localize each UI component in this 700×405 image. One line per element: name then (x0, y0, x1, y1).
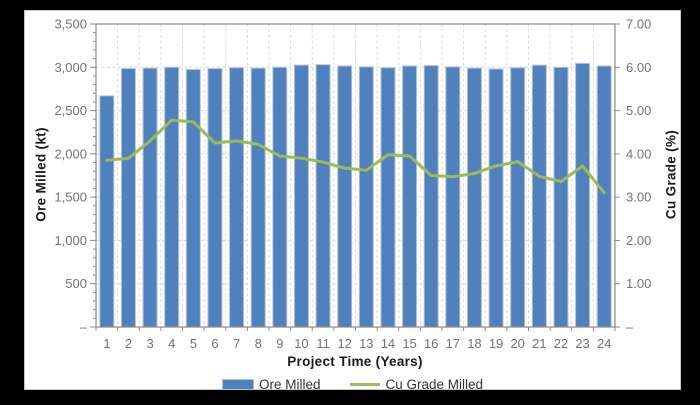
bar-year-13 (358, 66, 374, 328)
bar-year-10 (293, 64, 309, 328)
x-tick-label: 10 (294, 336, 308, 351)
left-tick-label: 1,000 (54, 233, 87, 248)
x-tick-label: 18 (467, 336, 481, 351)
right-tick-label: 4.00 (626, 146, 651, 161)
bar-year-1 (99, 95, 115, 328)
line-series (105, 118, 606, 195)
chart-svg: – 500 1,000 1,500 2,000 2,500 3,000 3,500 – 1.00 2… (54, 17, 651, 352)
left-tick-label: 3,000 (54, 60, 87, 75)
x-axis-title: Project Time (Years) (287, 354, 423, 369)
right-tick-label: 2.00 (626, 233, 651, 248)
right-tick-label: 1.00 (626, 276, 651, 291)
bar-year-21 (531, 64, 547, 328)
x-tick-label: 17 (446, 336, 460, 351)
x-tick-label: 14 (381, 336, 395, 351)
right-tick-labels: – 1.00 2.00 3.00 4.00 5.00 6.00 7.00 (626, 17, 651, 335)
right-tick-label: 7.00 (626, 17, 651, 32)
x-tick-label: 13 (359, 336, 373, 351)
axes (90, 23, 620, 331)
x-tick-label: 15 (402, 336, 416, 351)
legend-item-cu-grade: Cu Grade Milled (350, 377, 483, 392)
x-tick-label: 9 (276, 336, 283, 351)
legend-label-cu-grade: Cu Grade Milled (385, 376, 484, 392)
bars (99, 62, 612, 328)
bar-year-15 (402, 65, 418, 328)
left-tick-label: – (80, 320, 88, 335)
bar-year-7 (229, 67, 245, 328)
bar-year-22 (553, 66, 569, 328)
bar-year-16 (423, 65, 439, 328)
bar-year-8 (250, 67, 266, 328)
bar-year-19 (488, 68, 504, 328)
x-tick-label: 1 (103, 336, 110, 351)
x-tick-label: 6 (211, 336, 218, 351)
x-tick-label: 24 (597, 336, 611, 351)
x-tick-label: 22 (554, 336, 568, 351)
left-tick-label: 3,500 (54, 17, 87, 32)
bar-year-20 (510, 67, 526, 328)
grade-line (105, 118, 606, 195)
bar-year-24 (596, 65, 612, 328)
left-tick-label: 2,000 (54, 146, 87, 161)
bar-year-6 (207, 68, 223, 328)
x-tick-label: 8 (255, 336, 262, 351)
x-tick-label: 3 (146, 336, 153, 351)
x-tick-labels: 1 2 3 4 5 6 7 8 9 10 11 12 13 14 15 16 17 18 19 20 21 22 23 24 (103, 336, 611, 351)
x-tick-label: 4 (168, 336, 175, 351)
left-tick-label: 2,500 (54, 103, 87, 118)
left-tick-label: 1,500 (54, 190, 87, 205)
bar-series-swatch (221, 378, 254, 390)
left-tick-labels: – 500 1,000 1,500 2,000 2,500 3,000 3,500 (54, 17, 87, 335)
bar-year-12 (337, 65, 353, 328)
legend: Ore Milled Cu Grade Milled (25, 374, 680, 394)
chart-panel: – 500 1,000 1,500 2,000 2,500 3,000 3,500 – 1.00 2… (24, 10, 681, 392)
legend-item-ore-milled: Ore Milled (221, 376, 321, 392)
bar-year-14 (380, 67, 396, 328)
right-tick-label: 6.00 (626, 60, 651, 75)
bar-year-4 (164, 66, 180, 328)
x-tick-label: 11 (316, 336, 330, 351)
left-axis-title: Ore Milled (kt) (33, 127, 49, 222)
right-tick-label: 5.00 (626, 103, 651, 118)
x-tick-label: 21 (532, 336, 546, 351)
x-tick-label: 20 (510, 336, 524, 351)
line-series-swatch (350, 382, 381, 386)
x-tick-label: 16 (424, 336, 438, 351)
bar-year-3 (142, 67, 158, 328)
x-tick-label: 12 (337, 336, 351, 351)
right-axis-title: Cu Grade (%) (663, 129, 679, 220)
bar-year-9 (272, 66, 288, 328)
x-tick-label: 7 (233, 336, 240, 351)
right-tick-label: – (626, 320, 634, 335)
bar-year-2 (120, 68, 136, 328)
bar-year-5 (185, 68, 201, 328)
x-tick-label: 23 (575, 336, 589, 351)
bar-year-23 (575, 62, 591, 328)
legend-label-ore-milled: Ore Milled (258, 376, 321, 392)
right-tick-label: 3.00 (626, 190, 651, 205)
bar-year-18 (466, 67, 482, 328)
bar-year-17 (445, 66, 461, 328)
bar-year-11 (315, 64, 331, 328)
x-tick-label: 19 (489, 336, 503, 351)
left-tick-label: 500 (65, 276, 87, 291)
x-tick-label: 5 (190, 336, 197, 351)
x-tick-label: 2 (125, 336, 132, 351)
